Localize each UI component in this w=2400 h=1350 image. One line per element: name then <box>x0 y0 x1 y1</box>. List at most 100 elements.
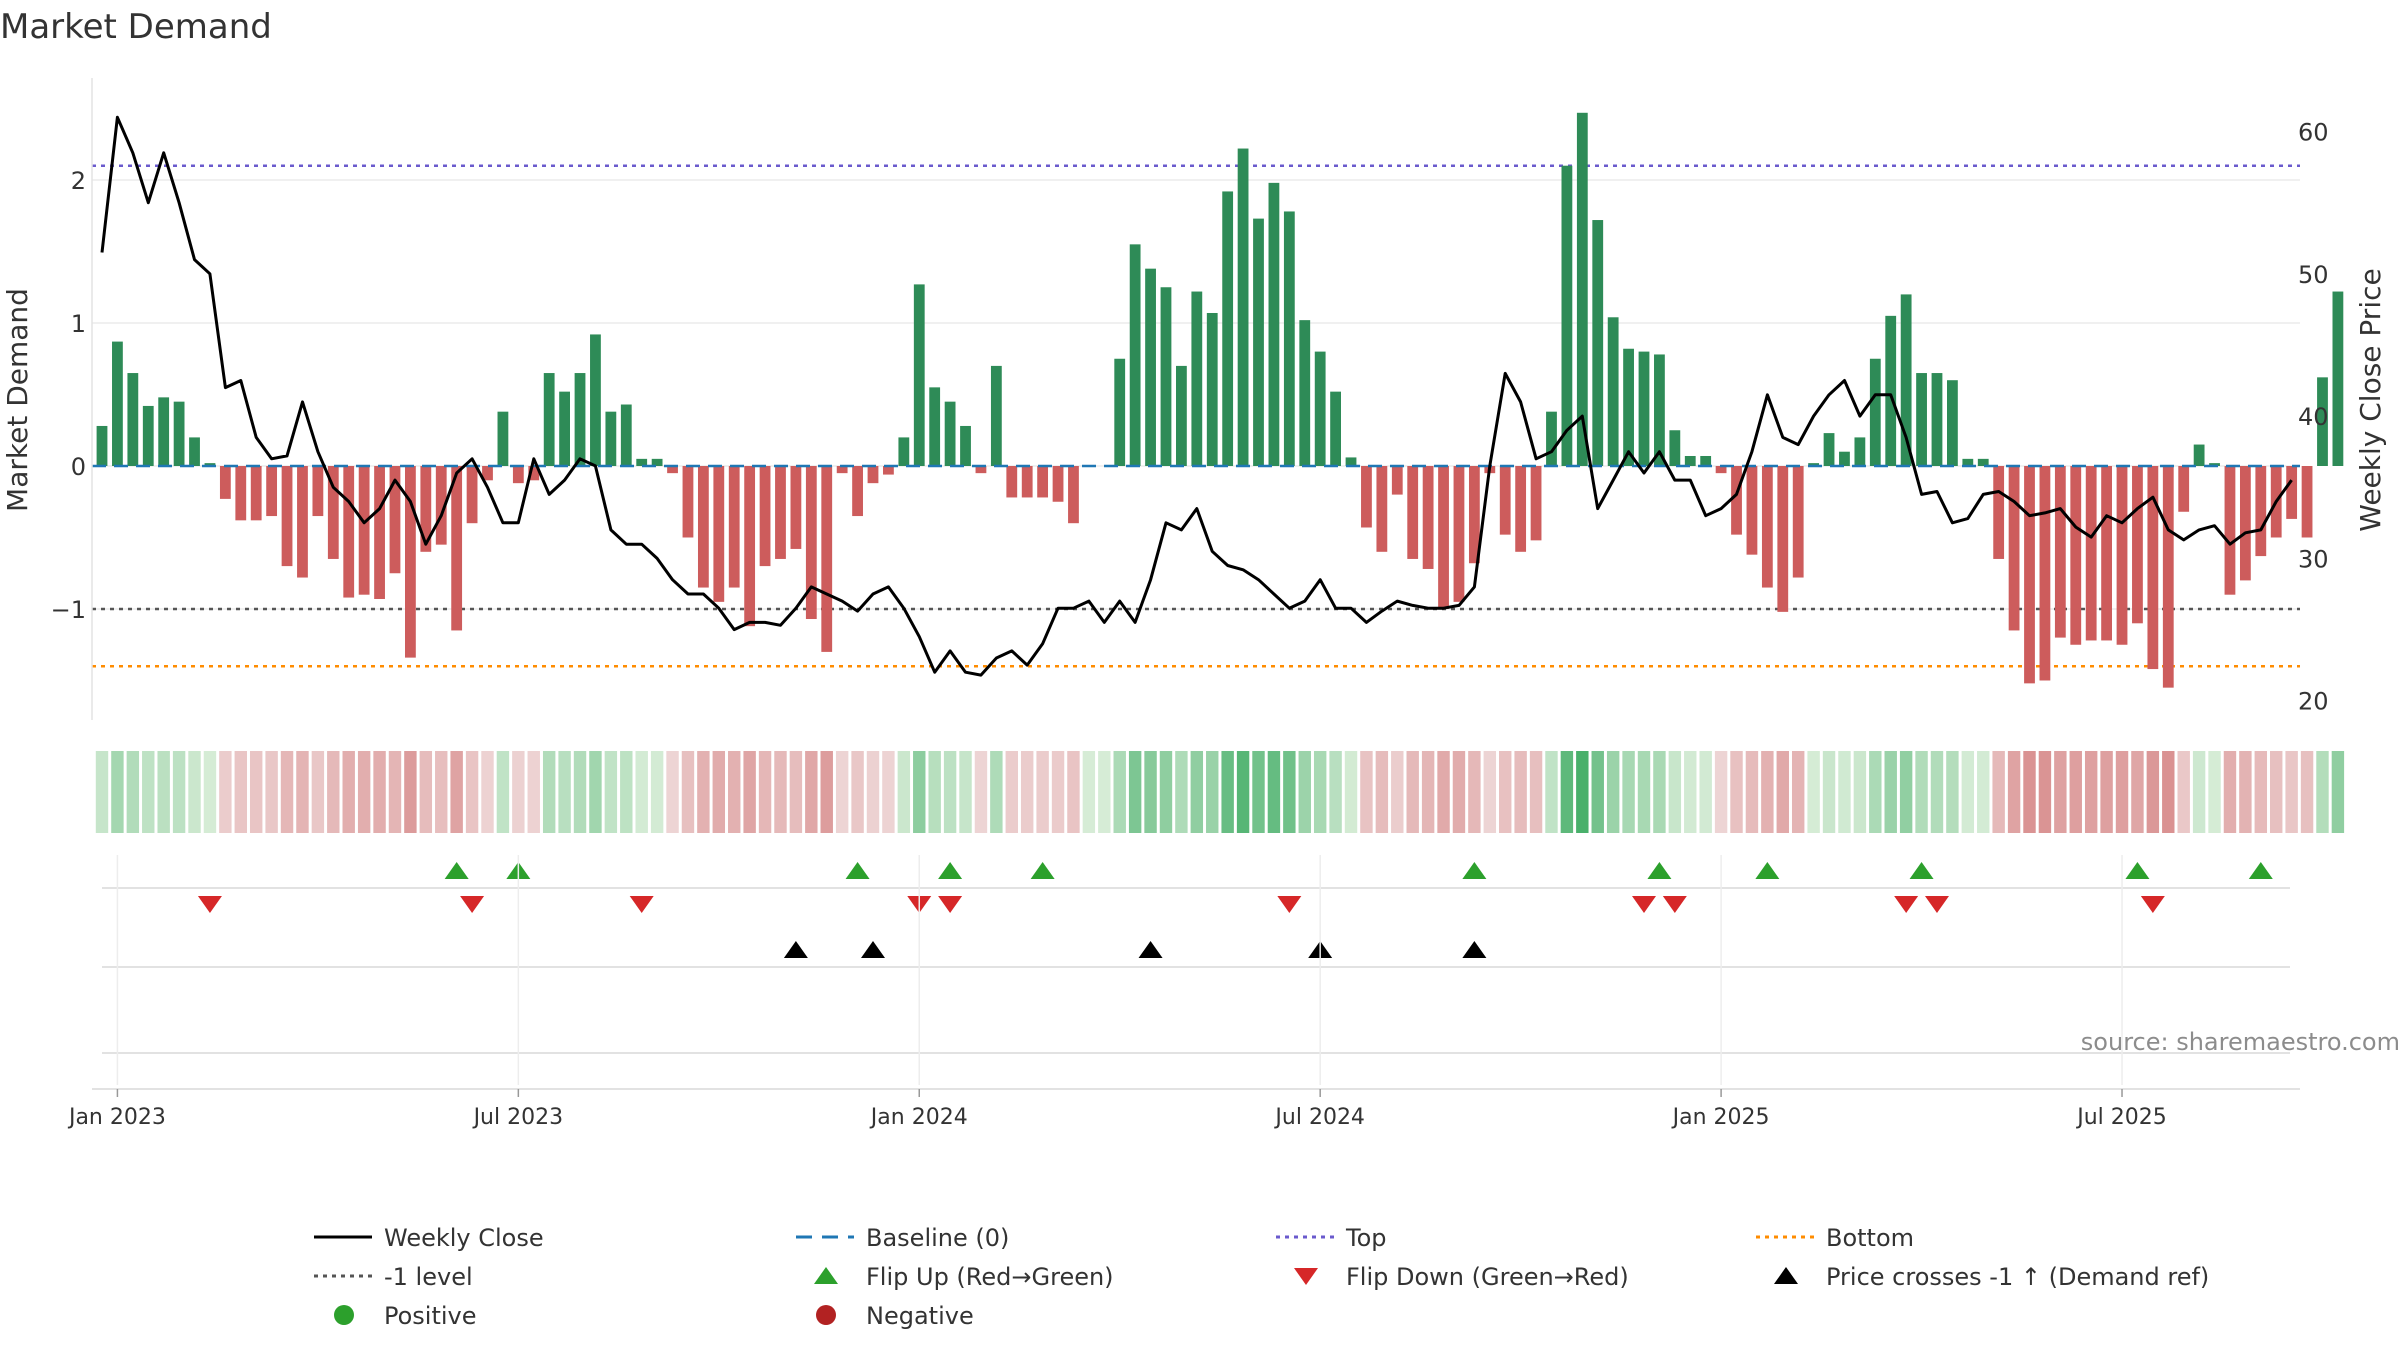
demand-bar <box>1176 365 1187 466</box>
heat-cell <box>465 751 479 833</box>
heat-cell <box>2270 751 2283 833</box>
legend-item: Top <box>1276 1224 1387 1252</box>
heat-cell <box>1252 751 1265 833</box>
demand-bar <box>1145 268 1156 466</box>
demand-bar <box>1900 294 1912 466</box>
heat-cell <box>589 751 602 833</box>
heat-cell <box>2162 751 2175 833</box>
demand-bar <box>651 458 663 466</box>
demand-bar <box>667 466 678 474</box>
flip-up-marker <box>2248 862 2273 879</box>
flip-up-marker <box>845 862 870 879</box>
heat-cell <box>990 751 1003 833</box>
heat-cell <box>1098 751 1111 833</box>
heat-cell <box>2192 751 2206 833</box>
demand-bar <box>1792 466 1804 578</box>
heat-cell <box>1791 751 1805 833</box>
demand-bar <box>744 466 756 627</box>
x-tick-label: Jan 2025 <box>1671 1105 1770 1130</box>
demand-bar <box>1654 354 1665 466</box>
heat-cell <box>1699 751 1712 833</box>
heat-cell <box>2208 751 2221 833</box>
legend-swatch-triangle-down <box>1294 1268 1318 1285</box>
demand-bar <box>1854 437 1866 466</box>
demand-bar <box>1206 312 1218 466</box>
legend-item: Flip Up (Red→Green) <box>814 1263 1114 1291</box>
demand-bar <box>775 466 786 559</box>
heat-cell <box>2300 751 2314 833</box>
heat-cell <box>1684 751 1697 833</box>
demand-bar <box>2070 466 2082 645</box>
demand-bar <box>512 466 524 484</box>
heat-cell <box>542 751 556 833</box>
flip-up-marker <box>2125 862 2150 879</box>
demand-bar <box>1916 373 1927 466</box>
heat-cell <box>835 751 849 833</box>
demand-bar <box>836 466 848 474</box>
demand-bar <box>158 397 170 466</box>
heat-cell <box>496 751 510 833</box>
source-note: source: sharemaestro.com <box>2081 1028 2400 1056</box>
flip-up-marker <box>1755 862 1780 879</box>
heat-cell <box>265 751 278 833</box>
heat-cell <box>249 751 263 833</box>
demand-bar <box>1977 458 1989 466</box>
heat-cell <box>851 751 864 833</box>
heat-cell <box>2254 751 2268 833</box>
demand-bar <box>173 401 185 466</box>
heat-cell <box>126 751 140 833</box>
demand-bar <box>574 373 586 466</box>
x-tick-label: Jul 2023 <box>472 1105 564 1130</box>
demand-bar <box>1561 165 1573 466</box>
demand-bar <box>1592 220 1604 466</box>
heat-cell <box>1807 751 1820 833</box>
heat-cell <box>789 751 803 833</box>
heat-cell <box>928 751 941 833</box>
demand-bar <box>189 437 200 466</box>
demand-bar <box>1823 433 1835 466</box>
demand-bar <box>1777 466 1789 612</box>
heat-cell <box>450 751 463 833</box>
demand-bar <box>1283 211 1295 466</box>
demand-bar <box>1869 358 1881 466</box>
heat-cell <box>1437 751 1450 833</box>
heat-cell <box>219 751 232 833</box>
demand-bar <box>235 466 247 521</box>
demand-bar <box>1576 112 1588 466</box>
demand-bar <box>1422 466 1434 569</box>
demand-bar <box>2039 466 2051 681</box>
heat-cell <box>2146 751 2160 833</box>
legend-swatch-triangle-up <box>814 1267 838 1284</box>
heat-cell <box>728 751 741 833</box>
heat-cell <box>882 751 895 833</box>
legend-item: Positive <box>334 1302 477 1330</box>
demand-bar <box>112 341 123 466</box>
flip-up-marker <box>1030 862 1055 879</box>
heat-cell <box>296 751 309 833</box>
demand-bar <box>1453 466 1465 602</box>
heat-cell <box>1360 751 1373 833</box>
heat-cell <box>1128 751 1142 833</box>
flip-up-marker <box>1462 862 1487 879</box>
demand-bar <box>1761 466 1773 588</box>
demand-bar <box>358 466 370 595</box>
demand-bars <box>92 112 2344 688</box>
price-cross-marker <box>1138 941 1163 958</box>
demand-bar <box>821 466 833 652</box>
heat-cell <box>897 751 911 833</box>
demand-bar <box>1037 466 1049 498</box>
legend-label: Baseline (0) <box>866 1224 1009 1252</box>
demand-bar <box>2162 466 2174 688</box>
heat-cell <box>1051 751 1065 833</box>
heat-cell <box>111 751 124 833</box>
x-axis: Jan 2023 Jul 2023 Jan 2024 Jul 2024 Jan 2025… <box>67 855 2167 1130</box>
heat-cell <box>1591 751 1604 833</box>
left-tick-label: 0 <box>71 453 86 481</box>
demand-bar <box>1885 315 1897 466</box>
heat-cell <box>1329 751 1342 833</box>
heat-cell <box>758 751 772 833</box>
heat-cell <box>2131 751 2144 833</box>
heat-cell <box>95 751 109 833</box>
x-tick-label: Jan 2023 <box>67 1105 166 1130</box>
heat-cell <box>1745 751 1759 833</box>
